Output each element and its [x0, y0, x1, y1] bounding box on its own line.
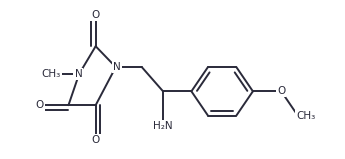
Text: N: N [75, 69, 82, 79]
Text: CH₃: CH₃ [41, 69, 61, 79]
Text: CH₃: CH₃ [296, 111, 315, 121]
Text: H₂N: H₂N [153, 121, 173, 131]
Text: O: O [277, 86, 285, 96]
Text: O: O [36, 100, 44, 110]
Text: O: O [91, 135, 100, 145]
Text: O: O [91, 10, 100, 20]
Text: N: N [114, 62, 121, 72]
